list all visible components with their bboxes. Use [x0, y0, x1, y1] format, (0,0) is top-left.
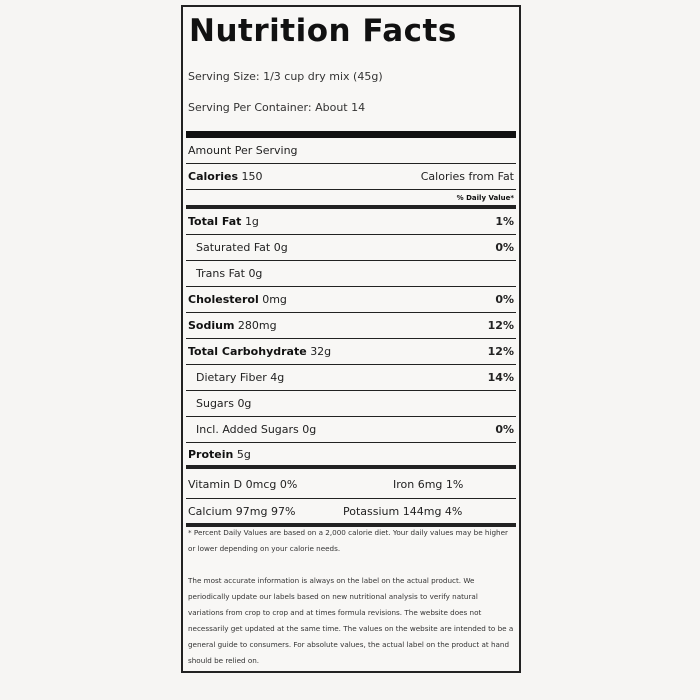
thick-divider	[186, 131, 516, 138]
daily-value-header: % Daily Value*	[456, 193, 514, 202]
nutrient-daily-value: 0%	[495, 423, 514, 436]
nutrient-amount: 0mg	[262, 293, 287, 306]
nutrient-label: Saturated Fat	[196, 241, 271, 254]
amount-per-serving: Amount Per Serving	[188, 144, 298, 157]
nutrient-row: Trans Fat 0g	[186, 261, 516, 287]
calories-from-fat: Calories from Fat	[420, 170, 514, 183]
nutrient-label: Cholesterol	[188, 293, 259, 306]
nutrient-label: Incl. Added Sugars	[196, 423, 299, 436]
nutrient-daily-value: 12%	[487, 345, 514, 358]
nutrient-amount: 5g	[236, 447, 251, 461]
nutrient-row: Incl. Added Sugars 0g 0%	[186, 417, 516, 443]
amount-per-serving-row: Amount Per Serving	[186, 138, 516, 164]
nutrient-row: Saturated Fat 0g 0%	[186, 235, 516, 261]
disclaimer: The most accurate information is always …	[188, 576, 514, 665]
nutrient-row: Dietary Fiber 4g 14%	[186, 365, 516, 391]
nutrient-daily-value: 0%	[495, 241, 514, 254]
daily-value-row: % Daily Value*	[186, 190, 516, 209]
nutrient-label: Total Fat	[188, 215, 242, 228]
calories-value: 150	[241, 170, 263, 183]
nutrient-amount: 0g	[248, 267, 263, 280]
nutrient-amount: 32g	[310, 345, 332, 358]
nutrient-daily-value: 0%	[495, 293, 514, 306]
nutrient-row: Sugars 0g	[186, 391, 516, 417]
nutrient-row: Protein 5g	[186, 443, 516, 469]
vitamin-left: Calcium 97mg 97%	[188, 504, 296, 518]
title: Nutrition Facts	[189, 13, 457, 49]
nutrient-label: Total Carbohydrate	[188, 345, 307, 358]
nutrient-amount: 0g	[237, 397, 252, 410]
vitamin-row: Calcium 97mg 97% Potassium 144mg 4%	[186, 499, 516, 527]
nutrient-daily-value: 12%	[487, 319, 514, 332]
footnote: * Percent Daily Values are based on a 2,…	[188, 528, 508, 553]
vitamin-right: Potassium 144mg 4%	[343, 504, 463, 518]
nutrient-amount: 0g	[273, 241, 288, 254]
nutrient-label: Trans Fat	[196, 267, 245, 280]
nutrient-daily-value: 14%	[487, 371, 514, 384]
calories-row: Calories 150 Calories from Fat	[186, 164, 516, 190]
nutrient-amount: 4g	[270, 371, 285, 384]
servings-per-container: Serving Per Container: About 14	[188, 101, 366, 114]
serving-size: Serving Size: 1/3 cup dry mix (45g)	[188, 70, 383, 83]
nutrient-row: Total Carbohydrate 32g 12%	[186, 339, 516, 365]
nutrient-amount: 280mg	[237, 319, 277, 332]
nutrient-label: Sodium	[188, 319, 235, 332]
calories-label: Calories	[188, 170, 239, 183]
nutrition-label: Nutrition Facts Serving Size: 1/3 cup dr…	[181, 5, 521, 673]
nutrient-daily-value: 1%	[495, 215, 514, 228]
nutrient-row: Sodium 280mg 12%	[186, 313, 516, 339]
nutrient-row: Total Fat 1g 1%	[186, 209, 516, 235]
nutrient-row: Cholesterol 0mg 0%	[186, 287, 516, 313]
nutrient-label: Sugars	[196, 397, 234, 410]
nutrient-label: Dietary Fiber	[196, 371, 267, 384]
nutrient-amount: 1g	[244, 215, 259, 228]
nutrient-label: Protein	[188, 447, 234, 461]
nutrient-amount: 0g	[302, 423, 317, 436]
vitamin-left: Vitamin D 0mcg 0%	[188, 478, 298, 491]
vitamin-right: Iron 6mg 1%	[393, 478, 464, 491]
vitamin-row: Vitamin D 0mcg 0% Iron 6mg 1%	[186, 471, 516, 499]
